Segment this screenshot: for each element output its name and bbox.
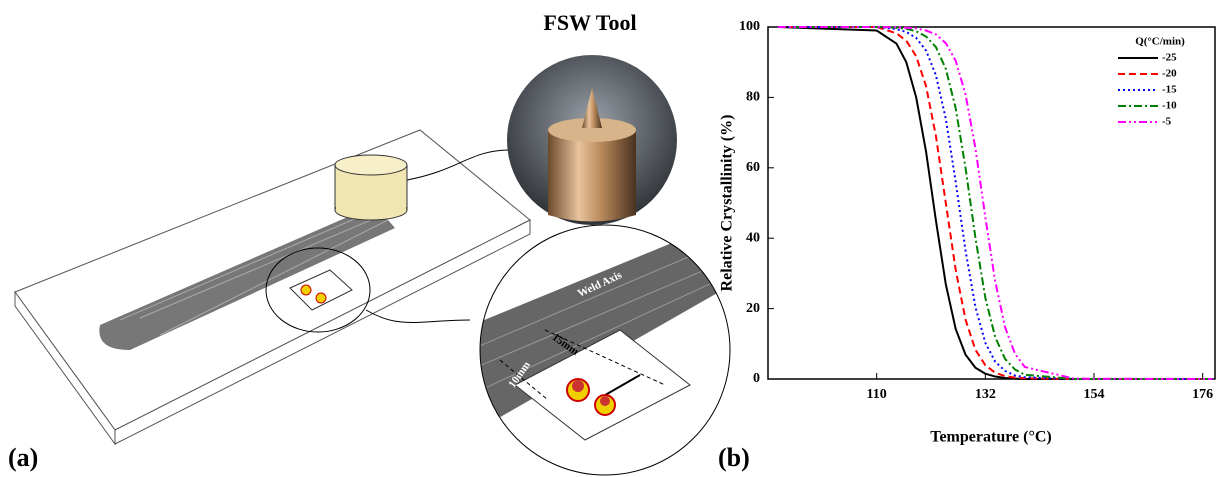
series-line [777, 26, 1213, 380]
y-tick-label: 80 [746, 90, 760, 105]
chart-panel: (b) Temperature (°C) Relative Crystallin… [718, 19, 1216, 472]
weld-ripples [119, 207, 389, 336]
y-axis-label: Relative Crystallinity (%) [719, 115, 736, 292]
tool-title: FSW Tool [543, 10, 636, 35]
tool-cylinder [334, 154, 408, 221]
connector [365, 309, 471, 323]
y-tick-label: 40 [746, 230, 760, 245]
x-tick-label: 132 [975, 387, 996, 402]
series-line [777, 26, 1213, 380]
legend-label: -5 [1162, 116, 1172, 128]
x-tick-label: 176 [1192, 387, 1213, 402]
specimen [315, 292, 327, 304]
y-tick-label: 60 [746, 160, 760, 175]
zoom-circle [479, 224, 731, 476]
x-tick-label: 154 [1083, 387, 1104, 402]
cut-out [289, 269, 353, 311]
panel-label: (b) [718, 443, 750, 472]
legend-label: -15 [1162, 84, 1177, 96]
connector [406, 149, 511, 181]
detail-circle [265, 247, 371, 333]
series-line [777, 26, 1213, 380]
legend-label: -20 [1162, 68, 1177, 80]
legend-label: -25 [1162, 52, 1177, 64]
series-line [777, 26, 1213, 380]
plot-frame [767, 26, 1216, 380]
specimen [300, 284, 312, 296]
zoom-view [480, 225, 730, 475]
legend-label: -10 [1162, 100, 1177, 112]
x-axis-label: Temperature (°C) [930, 429, 1051, 446]
y-tick-label: 100 [739, 19, 760, 34]
x-tick-label: 110 [867, 387, 887, 402]
panel-label: (a) [8, 443, 38, 472]
diagram-panel: FSW Tool Weld Axis 15mm 10mm (a) [8, 10, 731, 476]
series-line [777, 26, 1213, 380]
legend-title: Q(°C/min) [1135, 36, 1185, 48]
y-tick-label: 0 [753, 371, 760, 386]
y-tick-label: 20 [746, 301, 760, 316]
tool-photo [507, 55, 677, 225]
